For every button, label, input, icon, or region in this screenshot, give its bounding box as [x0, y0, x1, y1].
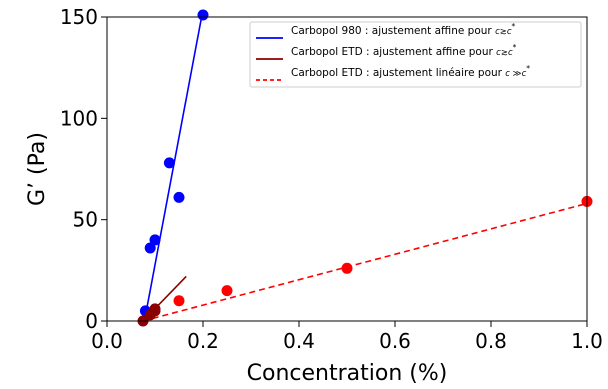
y-tick-label: 0: [85, 309, 98, 333]
x-tick-label: 0.0: [91, 329, 123, 353]
x-axis-title: Concentration (%): [247, 361, 448, 386]
plot-frame: [106, 16, 588, 322]
y-tick-label: 100: [60, 106, 98, 130]
x-tick-label: 0.4: [283, 329, 315, 353]
data-point-0-2: [149, 234, 161, 246]
x-tick-label: 0.6: [379, 329, 411, 353]
data-point-1-2: [341, 262, 353, 274]
points-layer: [137, 9, 593, 327]
y-axis-title: G’ (Pa): [25, 132, 50, 206]
x-tick-label: 1.0: [571, 329, 603, 353]
data-point-0-3: [163, 157, 175, 169]
x-tick-label: 0.8: [475, 329, 507, 353]
x-tick-label: 0.2: [187, 329, 219, 353]
legend-label-1: Carbopol ETD : ajustement affine pour c≳…: [291, 43, 517, 58]
data-point-0-1: [144, 242, 156, 254]
data-point-2-3: [149, 305, 161, 317]
fit-line-5: [142, 202, 587, 321]
legend-label-2: Carbopol ETD : ajustement linéaire pour …: [291, 64, 530, 79]
data-point-1-0: [173, 295, 185, 307]
legend-label-0: Carbopol 980 : ajustement affine pour c≳…: [291, 22, 516, 37]
legend: Carbopol 980 : ajustement affine pour c≳…: [249, 21, 582, 88]
axes-layer: 0.0 0.2 0.4 0.6 0.8 1.0 0 50 100 150: [60, 5, 603, 353]
data-point-1-1: [221, 285, 233, 297]
data-point-0-5: [197, 9, 209, 21]
legend-box: [249, 21, 582, 88]
y-tick-label: 50: [73, 208, 98, 232]
data-point-0-4: [173, 191, 185, 203]
fit-line-3: [143, 17, 203, 321]
y-tick-label: 150: [60, 5, 98, 29]
